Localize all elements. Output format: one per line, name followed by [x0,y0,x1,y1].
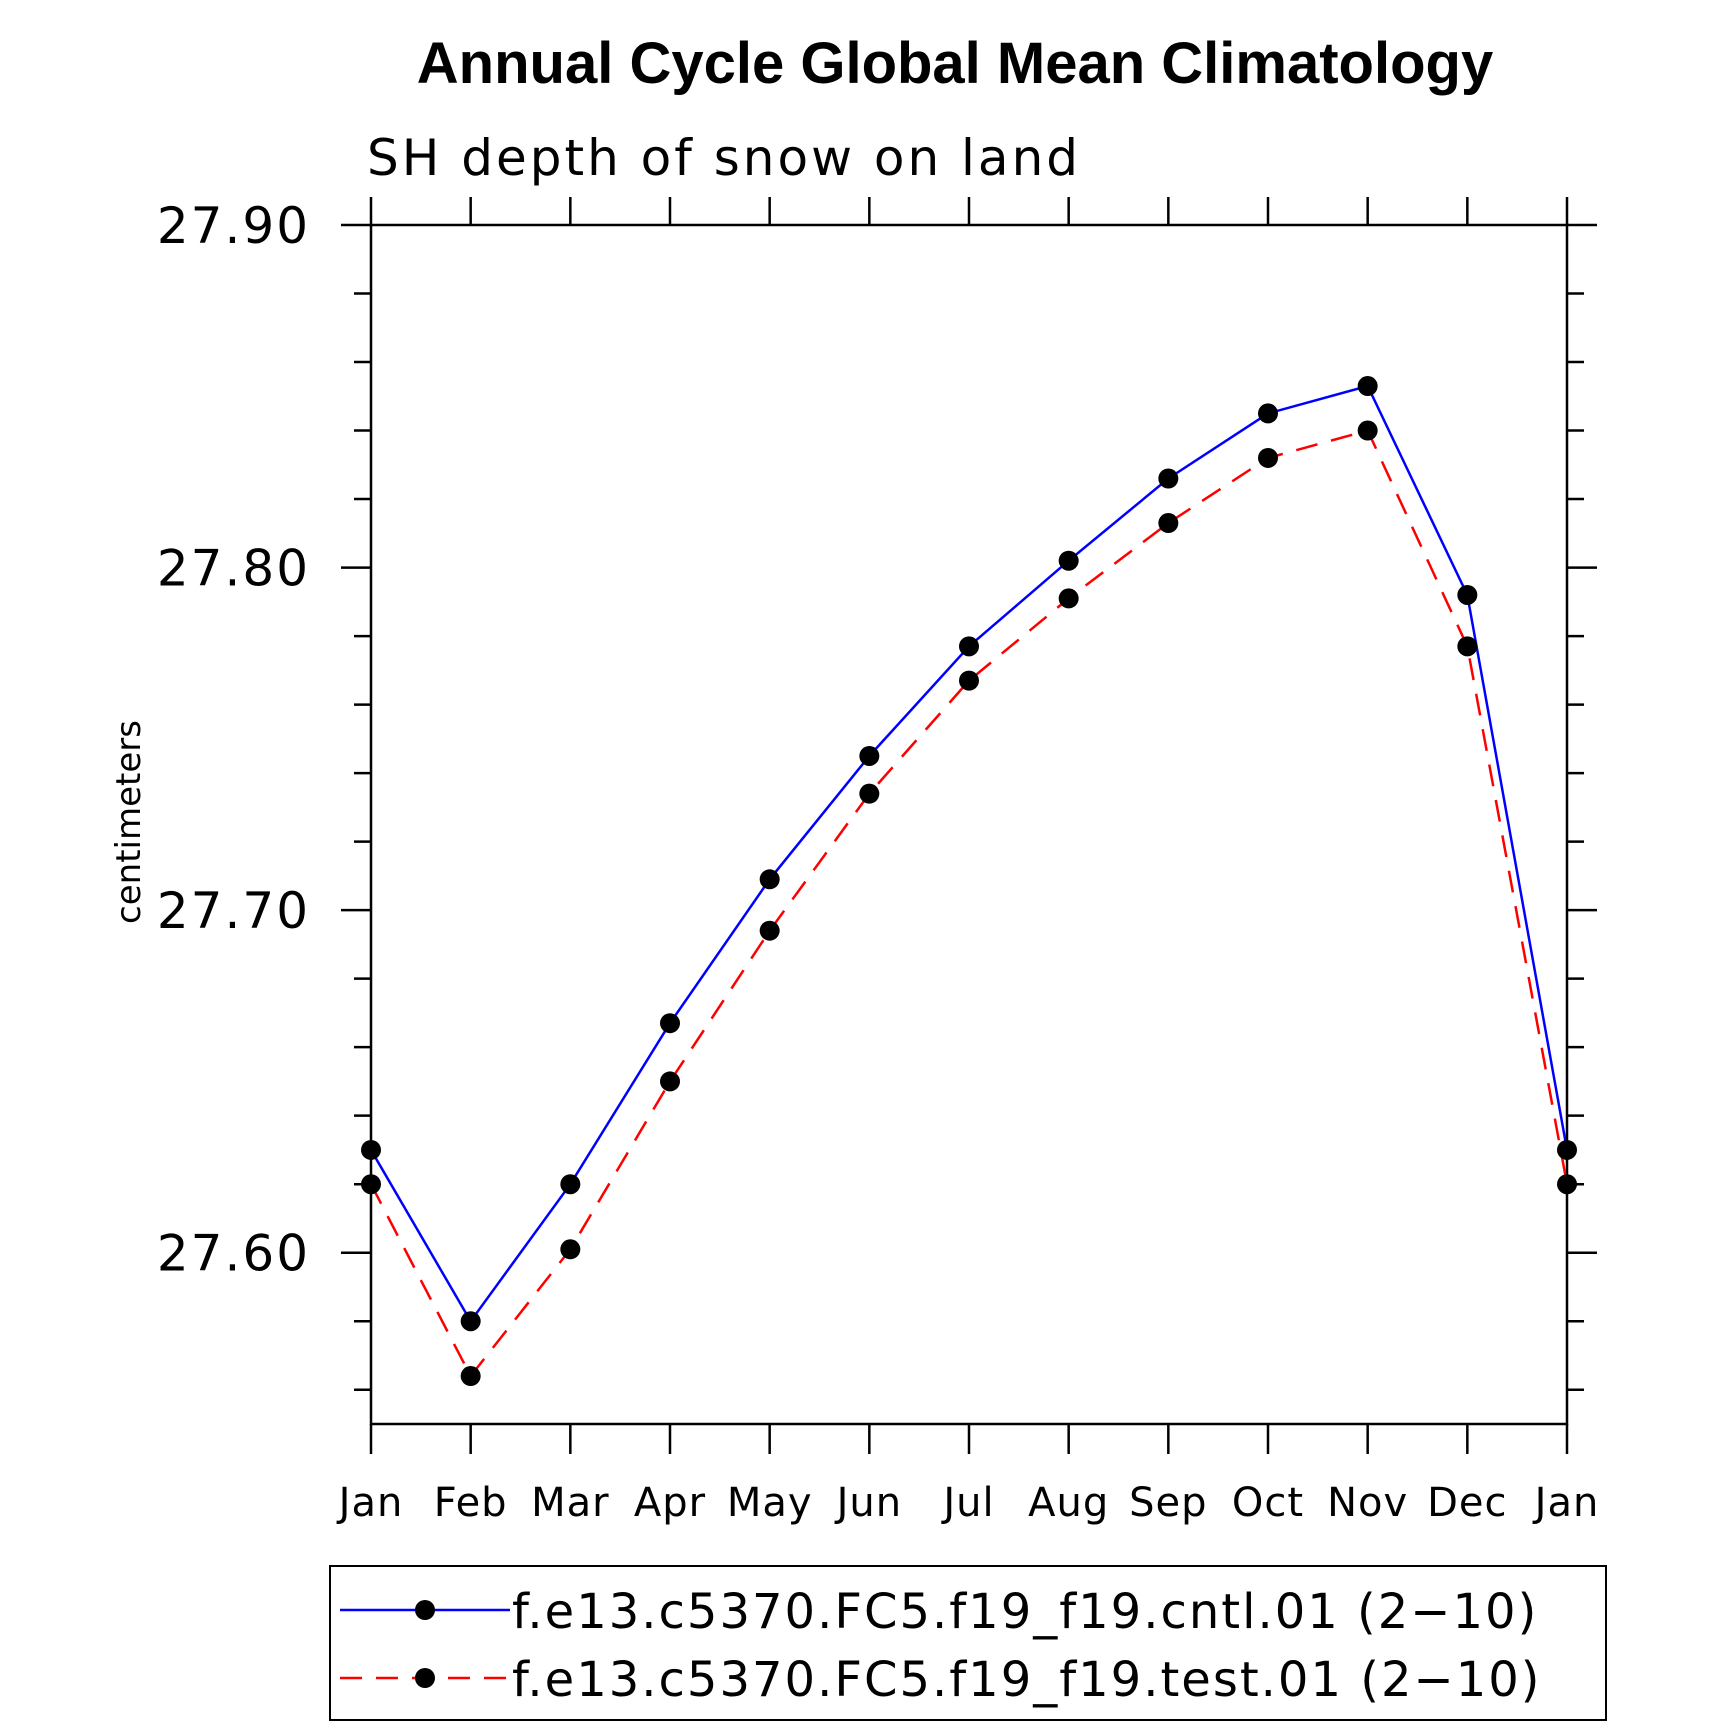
series-1-point [1457,584,1478,605]
legend-label-2: f.e13.c5370.FC5.f19_f19.test.01 (2−10) [512,1652,1542,1708]
x-tick-label: Feb [434,1480,508,1526]
series-layer [361,376,1577,1387]
chart-subtitle: SH depth of snow on land [367,129,1081,187]
x-tick-label: Mar [531,1480,609,1526]
series-1-point [1058,550,1079,571]
series-2-point [859,783,880,804]
series-2-point [660,1071,680,1092]
series-1-point [1357,376,1378,397]
x-tick-label: Jun [834,1480,903,1526]
x-tick-label: Oct [1232,1480,1304,1526]
x-tick-label: Dec [1427,1480,1507,1526]
x-tick-label: Nov [1327,1480,1408,1526]
series-2-point [560,1239,581,1260]
x-tick-label: Jan [336,1480,404,1526]
series-1-point [1557,1139,1577,1160]
series-line-2 [369,429,1569,1379]
series-1-point [460,1311,481,1332]
series-2-point [1357,420,1378,441]
legend-label-1: f.e13.c5370.FC5.f19_f19.cntl.01 (2−10) [512,1584,1538,1640]
series-1-point [759,869,780,890]
series-2-point [361,1174,381,1195]
y-tick-label: 27.60 [157,1225,310,1283]
x-tick-label: Apr [634,1480,706,1526]
series-2-point [1058,588,1079,609]
series-1-point [660,1013,680,1034]
series-2-point [759,920,780,941]
x-tick-label: Jul [940,1480,994,1526]
plot-border [369,223,1569,1426]
series-1-point [1158,468,1179,489]
series-1-point [859,745,880,766]
x-tick-label: May [727,1480,813,1526]
series-1-point [1258,403,1278,424]
y-axis-label: centimeters [109,720,149,924]
x-tick-label: Sep [1129,1480,1207,1526]
legend-marker-1 [415,1600,435,1620]
series-1-point [959,636,979,657]
y-tick-label: 27.90 [157,197,310,255]
series-2-point [1258,447,1278,468]
series-1-point [560,1174,581,1195]
y-tick-label: 27.70 [157,882,310,940]
plot-frame: Jan Feb Mar Apr May Jun Jul Aug Sep Oct Nov Dec Jan 2… [157,197,1600,1526]
series-2-point [1557,1174,1577,1195]
series-2-point [1457,636,1478,657]
series-line-1 [369,384,1569,1324]
chart-title: Annual Cycle Global Mean Climatology [416,31,1494,96]
legend: f.e13.c5370.FC5.f19_f19.cntl.01 (2−10) f.… [329,1565,1607,1721]
x-tick-label: Jan [1532,1480,1600,1526]
y-tick-label: 27.80 [157,540,310,598]
series-2-point [959,670,979,691]
x-tick-label: Aug [1028,1480,1109,1526]
series-1-point [361,1139,381,1160]
legend-marker-2 [415,1668,435,1688]
series-2-point [460,1366,481,1387]
legend-box [329,1565,1607,1721]
series-2-point [1158,513,1179,534]
